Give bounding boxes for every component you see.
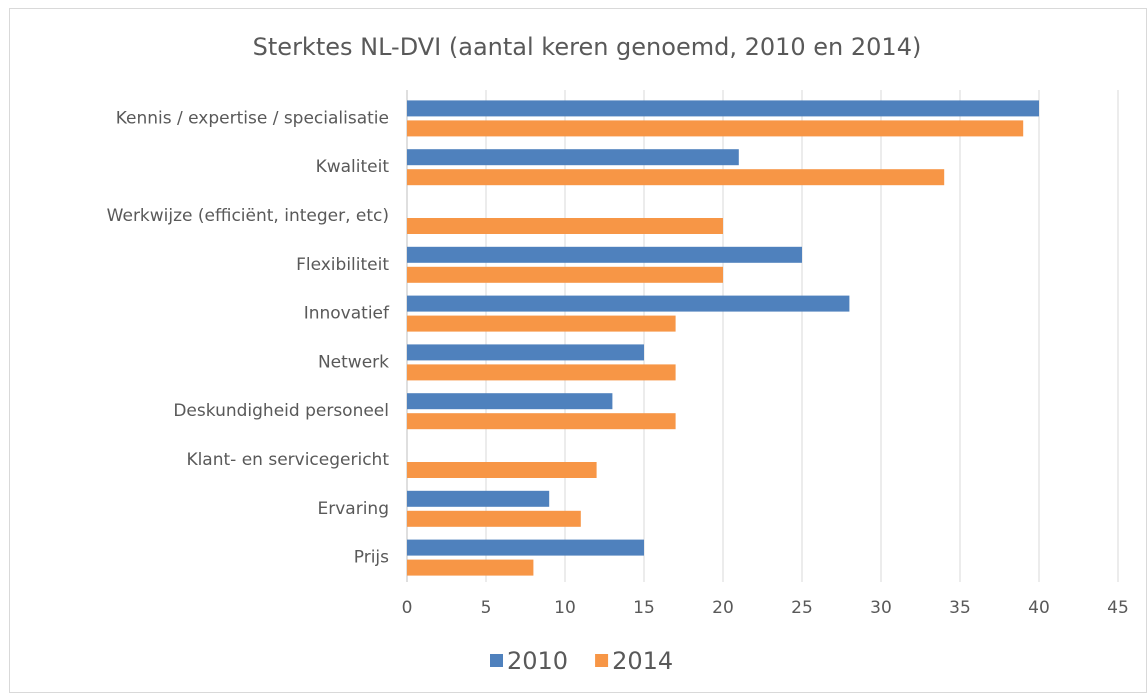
legend-swatch: [595, 654, 609, 667]
y-tick-label: Werkwijze (efficiënt, integer, etc): [107, 206, 389, 226]
y-tick-label: Deskundigheid personeel: [173, 401, 389, 421]
bar: [407, 246, 802, 263]
y-tick-label: Flexibiliteit: [296, 255, 389, 275]
bar: [407, 100, 1039, 117]
y-tick-label: Netwerk: [318, 352, 389, 372]
bar: [407, 393, 613, 410]
y-tick-label: Prijs: [354, 548, 389, 568]
x-tick-label: 30: [870, 598, 892, 618]
y-tick-label: Klant- en servicegericht: [186, 450, 389, 470]
bar: [407, 490, 550, 507]
bar: [407, 364, 676, 381]
legend-label: 2010: [507, 647, 568, 675]
y-tick-label: Kwaliteit: [316, 157, 390, 177]
x-tick-label: 45: [1107, 598, 1129, 618]
bar: [407, 413, 676, 430]
bar: [407, 344, 644, 361]
legend-label: 2014: [612, 647, 673, 675]
x-tick-label: 0: [402, 598, 413, 618]
bar: [407, 295, 850, 312]
bar: [407, 120, 1024, 137]
y-tick-label: Kennis / expertise / specialisatie: [116, 108, 389, 128]
bar: [407, 169, 945, 186]
x-tick-label: 35: [949, 598, 971, 618]
bar: [407, 539, 644, 556]
bar: [407, 218, 723, 234]
bar: [407, 266, 723, 283]
y-tick-label: Ervaring: [318, 499, 390, 519]
y-tick-label: Innovatief: [304, 304, 390, 324]
bar: [407, 149, 739, 166]
x-tick-label: 40: [1028, 598, 1050, 618]
x-tick-label: 5: [481, 598, 492, 618]
chart-title: Sterktes NL-DVI (aantal keren genoemd, 2…: [253, 33, 922, 61]
x-tick-label: 20: [712, 598, 734, 618]
bar: [407, 315, 676, 332]
bar: [407, 559, 534, 576]
bar: [407, 462, 597, 478]
x-tick-label: 25: [791, 598, 813, 618]
x-tick-label: 10: [554, 598, 576, 618]
legend-swatch: [490, 654, 503, 667]
x-tick-label: 15: [633, 598, 655, 618]
bar: [407, 510, 581, 527]
